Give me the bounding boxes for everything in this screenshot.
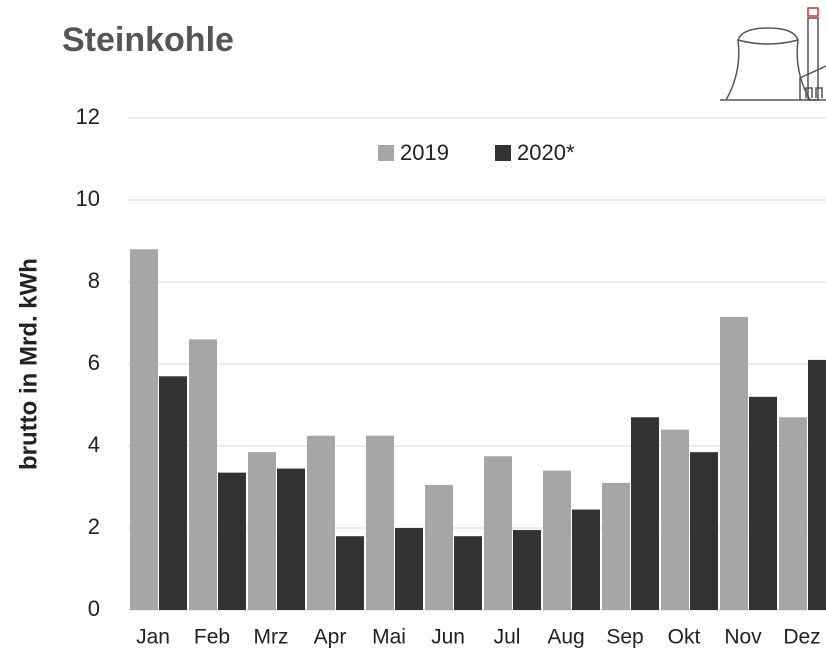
bar [277,468,305,610]
bar [779,417,807,610]
bar [690,452,718,610]
bar [513,530,541,610]
y-tick-label: 6 [88,350,100,375]
bar [631,417,659,610]
bar [543,470,571,610]
legend-label: 2019 [400,140,449,165]
bar [159,376,187,610]
bar [454,536,482,610]
bar [808,359,826,610]
x-tick-label: Mrz [254,626,289,649]
bar [130,249,158,610]
x-tick-label: Okt [668,626,701,649]
x-tick-label: Jul [494,626,521,649]
bar [307,435,335,610]
legend-swatch [378,145,394,161]
y-tick-label: 12 [76,104,100,129]
bar [572,509,600,610]
bar [218,472,246,610]
x-tick-label: Apr [314,626,347,649]
legend-swatch [495,145,511,161]
chart-title: Steinkohle [62,21,234,59]
bar [189,339,217,610]
y-tick-label: 4 [88,432,100,457]
bar [425,484,453,610]
factory-icon [720,7,826,101]
y-tick-label: 0 [88,596,100,621]
x-tick-label: Sep [606,626,643,649]
x-tick-label: Feb [194,626,230,649]
bar [749,396,777,610]
y-tick-label: 8 [88,268,100,293]
bar [661,429,689,610]
bar [720,316,748,610]
y-tick-label: 2 [88,514,100,539]
x-tick-label: Nov [724,626,762,649]
x-tick-label: Mai [372,626,406,649]
x-tick-label: Dez [783,626,820,649]
y-axis-label: brutto in Mrd. kWh [15,258,42,470]
x-tick-label: Aug [547,626,584,649]
bar [336,536,364,610]
x-tick-label: Jun [431,626,465,649]
bar [602,482,630,610]
bar [395,528,423,610]
y-tick-label: 10 [76,186,100,211]
legend-label: 2020* [517,140,575,165]
bar [484,456,512,610]
bar [248,452,276,610]
bar [366,435,394,610]
x-tick-label: Jan [136,626,170,649]
